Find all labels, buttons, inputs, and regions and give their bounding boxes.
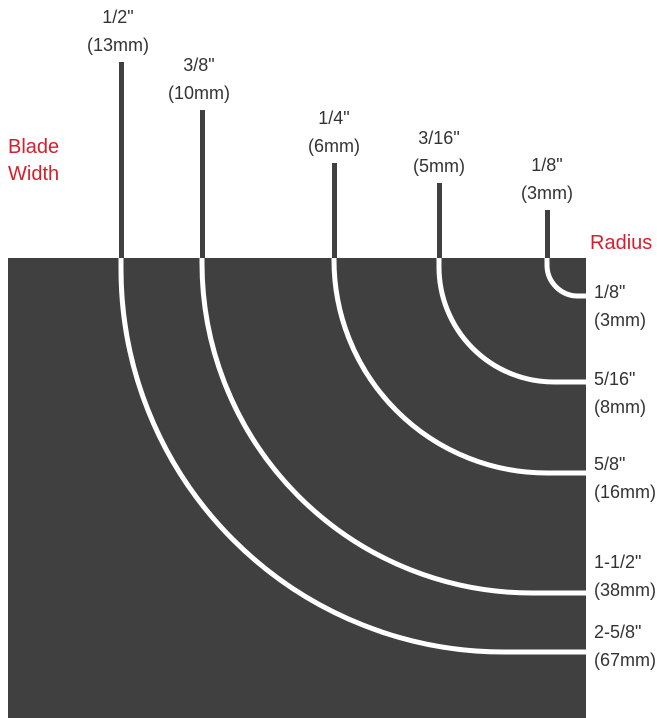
material-panel xyxy=(8,258,586,718)
radius-label-mm: (8mm) xyxy=(594,397,646,417)
blade-label-inch: 3/16" xyxy=(418,128,459,148)
blade-label-inch: 3/8" xyxy=(183,55,214,75)
radius-label-mm: (67mm) xyxy=(594,650,656,670)
blade-label-mm: (5mm) xyxy=(413,156,465,176)
blade-label-inch: 1/4" xyxy=(318,108,349,128)
radius-labels: 1/8" (3mm) 5/16" (8mm) 5/8" (16mm) 1-1/2… xyxy=(594,282,656,670)
radius-curve-1-8 xyxy=(544,258,586,299)
blade-label-mm: (10mm) xyxy=(168,83,230,103)
blade-label-mm: (13mm) xyxy=(87,35,149,55)
blade-bars xyxy=(119,62,550,258)
blade-label-inch: 1/8" xyxy=(531,155,562,175)
blade-bar-1-8 xyxy=(545,210,550,258)
blade-bar-3-8 xyxy=(200,110,205,258)
radius-curve-2-5-8 xyxy=(118,258,586,655)
blade-width-heading-line1: Blade xyxy=(8,136,59,158)
blade-bar-1-4 xyxy=(332,163,337,258)
radius-curve-5-8 xyxy=(331,258,586,476)
blade-width-heading-line2: Width xyxy=(8,163,59,185)
radius-label-mm: (16mm) xyxy=(594,482,656,502)
blade-label-mm: (6mm) xyxy=(308,136,360,156)
radius-label-inch: 1/8" xyxy=(594,282,625,302)
blade-label-inch: 1/2" xyxy=(102,7,133,27)
blade-bar-1-2 xyxy=(119,62,124,258)
radius-heading: Radius xyxy=(590,232,652,254)
radius-curve-5-16 xyxy=(436,258,586,385)
radius-label-inch: 5/16" xyxy=(594,369,635,389)
blade-width-labels: 1/2" (13mm) 3/8" (10mm) 1/4" (6mm) 3/16"… xyxy=(87,7,573,203)
radius-curves xyxy=(118,258,586,655)
radius-label-inch: 1-1/2" xyxy=(594,552,641,572)
blade-bar-3-16 xyxy=(437,183,442,258)
radius-label-inch: 2-5/8" xyxy=(594,622,641,642)
radius-label-mm: (38mm) xyxy=(594,580,656,600)
radius-curve-1-1-2 xyxy=(199,258,586,596)
radius-label-mm: (3mm) xyxy=(594,310,646,330)
blade-label-mm: (3mm) xyxy=(521,183,573,203)
radius-label-inch: 5/8" xyxy=(594,454,625,474)
